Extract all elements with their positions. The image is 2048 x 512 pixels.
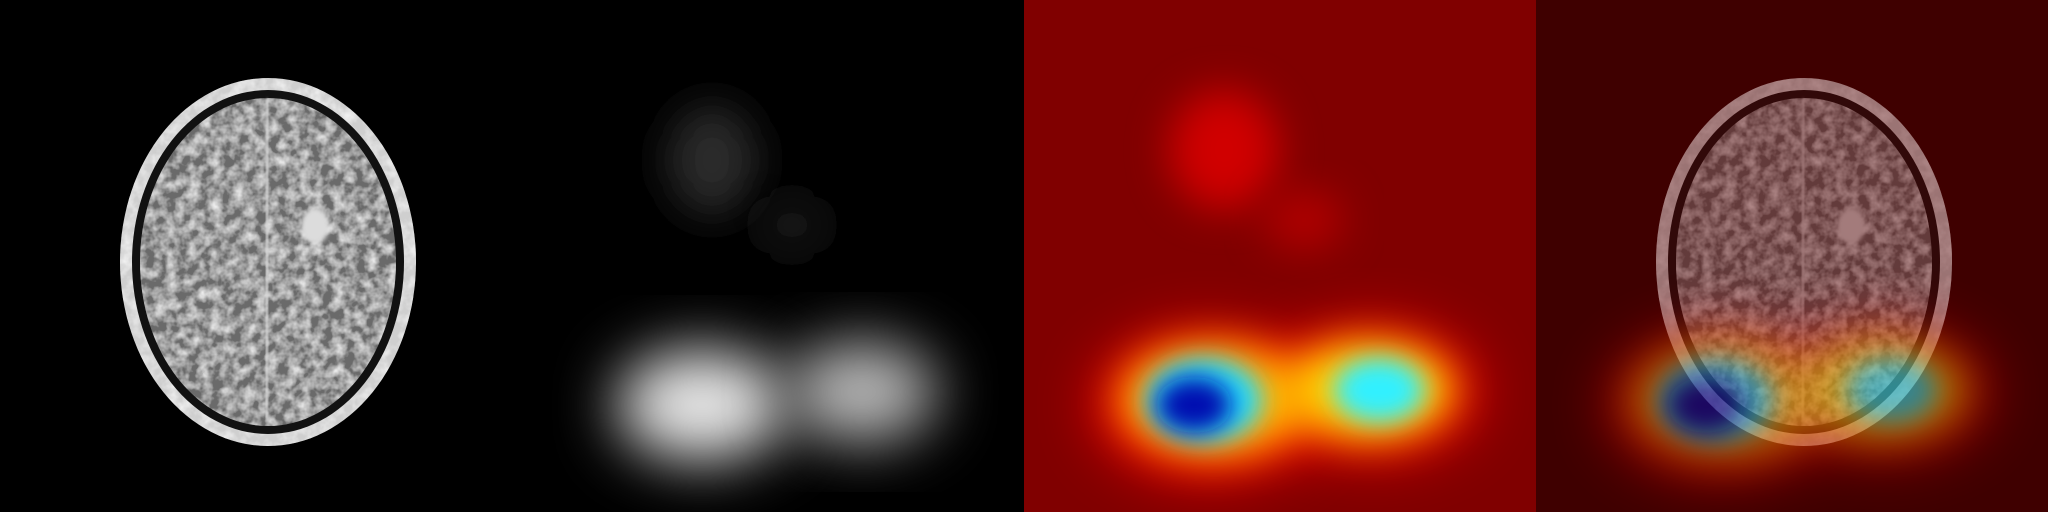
mri-panel (0, 0, 512, 512)
heatmap-panel (1024, 0, 1536, 512)
overlay-panel (1536, 0, 2048, 512)
saliency-panel (512, 0, 1024, 512)
